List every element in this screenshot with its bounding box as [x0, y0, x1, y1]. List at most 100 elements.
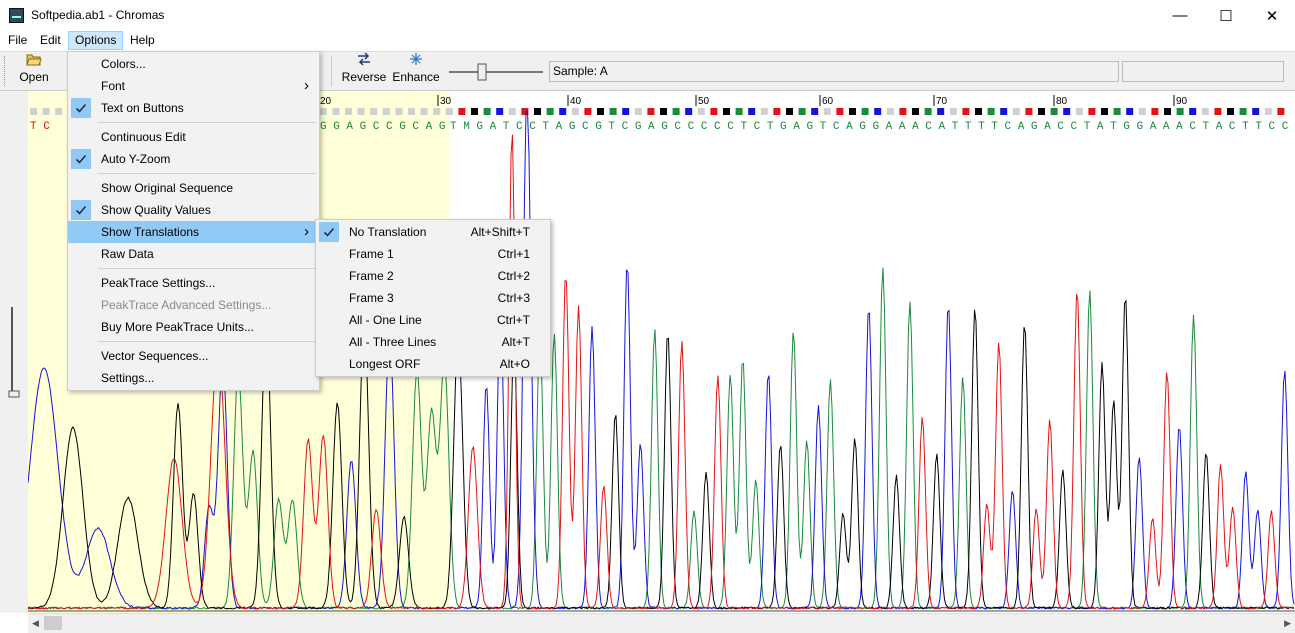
ruler-tick-label: 70 — [936, 96, 948, 107]
quality-bar — [483, 108, 491, 115]
menu-item-label: Font — [101, 79, 126, 93]
quality-bar — [1012, 108, 1020, 115]
quality-bar — [521, 108, 529, 115]
menu-item-label: Settings... — [101, 371, 155, 385]
ruler-tick-label: 40 — [570, 96, 582, 107]
quality-bar — [622, 108, 630, 115]
menu-separator — [98, 122, 316, 123]
menu-item-continuous-edit[interactable]: Continuous Edit — [68, 126, 319, 148]
scroll-thumb[interactable] — [44, 616, 62, 630]
menu-item-text-on-buttons[interactable]: Text on Buttons — [68, 97, 319, 119]
status-field — [1122, 61, 1284, 82]
shortcut-label: Ctrl+2 — [497, 269, 530, 283]
quality-bar — [723, 108, 730, 115]
quality-bar — [1138, 108, 1146, 115]
menu-item-font[interactable]: Font › — [68, 75, 319, 97]
submenu-item-label: Frame 2 — [349, 269, 394, 283]
quality-bar — [30, 108, 37, 115]
submenu-item-longest-orf[interactable]: Longest ORF Alt+O — [316, 353, 550, 375]
vertical-zoom-slider[interactable] — [8, 305, 20, 400]
menu-item-label: PeakTrace Advanced Settings... — [101, 298, 272, 312]
trace-line — [28, 110, 1295, 610]
quality-bar — [370, 108, 378, 115]
menu-item-peaktrace-advanced-settings[interactable]: PeakTrace Advanced Settings... — [68, 294, 319, 316]
quality-bar — [912, 108, 919, 115]
submenu-item-label: No Translation — [349, 225, 427, 239]
toolbar-separator — [331, 56, 332, 86]
menu-item-label: Show Quality Values — [101, 203, 211, 217]
maximize-button[interactable]: ☐ — [1219, 7, 1233, 25]
scroll-left-arrow[interactable]: ◀ — [32, 618, 39, 628]
reverse-button[interactable]: Reverse — [340, 52, 388, 90]
menu-separator — [98, 173, 316, 174]
quality-bar — [408, 108, 415, 115]
quality-bar — [660, 108, 667, 115]
submenu-item-label: All - One Line — [349, 313, 422, 327]
submenu-item-no-translation[interactable]: No Translation Alt+Shift+T — [316, 221, 550, 243]
horizontal-zoom-slider[interactable] — [447, 61, 545, 83]
submenu-item-frame-3[interactable]: Frame 3 Ctrl+3 — [316, 287, 550, 309]
minimize-button[interactable]: — — [1172, 7, 1188, 24]
position-ruler: 20 30 40 50 60 70 80 90 — [317, 95, 1188, 107]
quality-bar — [1075, 108, 1083, 115]
menu-item-raw-data[interactable]: Raw Data — [68, 243, 319, 265]
menu-item-auto-y-zoom[interactable]: Auto Y-Zoom — [68, 148, 319, 170]
quality-bar — [1063, 108, 1071, 115]
scroll-right-arrow[interactable]: ▶ — [1284, 618, 1291, 628]
menu-file[interactable]: File — [8, 33, 28, 47]
menu-bar — [0, 31, 1295, 51]
close-button[interactable]: ✕ — [1265, 7, 1279, 25]
quality-bar — [811, 108, 819, 115]
sequence-left: T C — [30, 121, 50, 133]
menu-edit[interactable]: Edit — [40, 33, 61, 47]
open-button[interactable]: Open — [12, 52, 56, 90]
menu-item-label: Continuous Edit — [101, 130, 186, 144]
ruler-tick-label: 90 — [1176, 96, 1188, 107]
quality-bar — [1151, 108, 1159, 115]
menu-item-show-translations[interactable]: Show Translations › — [68, 221, 319, 243]
quality-bar — [609, 108, 617, 115]
menu-options[interactable]: Options — [68, 31, 124, 50]
menu-item-peaktrace-settings[interactable]: PeakTrace Settings... — [68, 272, 319, 294]
menu-item-settings[interactable]: Settings... — [68, 367, 319, 389]
quality-bar — [571, 108, 579, 115]
sequence-highlighted: G G A G C C G C A G — [320, 121, 445, 133]
quality-bar — [1264, 108, 1272, 115]
menu-item-show-original-sequence[interactable]: Show Original Sequence — [68, 177, 319, 199]
quality-bar — [1050, 108, 1058, 115]
ruler-tick-label: 80 — [1056, 96, 1068, 107]
quality-bar — [697, 108, 705, 115]
enhance-button[interactable]: Enhance — [391, 52, 441, 90]
menu-item-label: Show Translations — [101, 225, 200, 239]
submenu-item-frame-1[interactable]: Frame 1 Ctrl+1 — [316, 243, 550, 265]
menu-item-vector-sequences[interactable]: Vector Sequences... — [68, 345, 319, 367]
submenu-item-all-one-line[interactable]: All - One Line Ctrl+T — [316, 309, 550, 331]
toolbar-grip — [4, 56, 7, 86]
quality-bar — [382, 108, 390, 115]
app-icon — [9, 8, 24, 23]
menu-item-show-quality-values[interactable]: Show Quality Values — [68, 199, 319, 221]
quality-bar — [634, 108, 642, 115]
quality-bar — [1088, 108, 1096, 115]
horizontal-scrollbar[interactable]: ◀ ▶ — [28, 613, 1295, 633]
submenu-item-all-three-lines[interactable]: All - Three Lines Alt+T — [316, 331, 550, 353]
menu-help[interactable]: Help — [130, 33, 155, 47]
menu-item-colors[interactable]: Colors... — [68, 53, 319, 75]
menu-item-label: Vector Sequences... — [101, 349, 209, 363]
quality-bar — [559, 108, 567, 115]
quality-bar — [1000, 108, 1008, 115]
submenu-item-frame-2[interactable]: Frame 2 Ctrl+2 — [316, 265, 550, 287]
quality-bar — [1101, 108, 1108, 115]
quality-bar — [433, 108, 441, 115]
options-menu: Colors... Font › Text on Buttons Continuous … — [67, 51, 320, 391]
trace-line — [28, 299, 1294, 610]
menu-item-label: Raw Data — [101, 247, 154, 261]
menu-item-buy-more-peaktrace-units[interactable]: Buy More PeakTrace Units... — [68, 316, 319, 338]
submenu-item-label: Frame 3 — [349, 291, 394, 305]
chevron-right-icon: › — [304, 223, 309, 240]
quality-bar — [685, 108, 693, 115]
quality-bar — [1201, 108, 1209, 115]
quality-bar — [1176, 108, 1184, 115]
ruler-tick-label: 30 — [440, 96, 452, 107]
quality-bar — [1126, 108, 1134, 115]
